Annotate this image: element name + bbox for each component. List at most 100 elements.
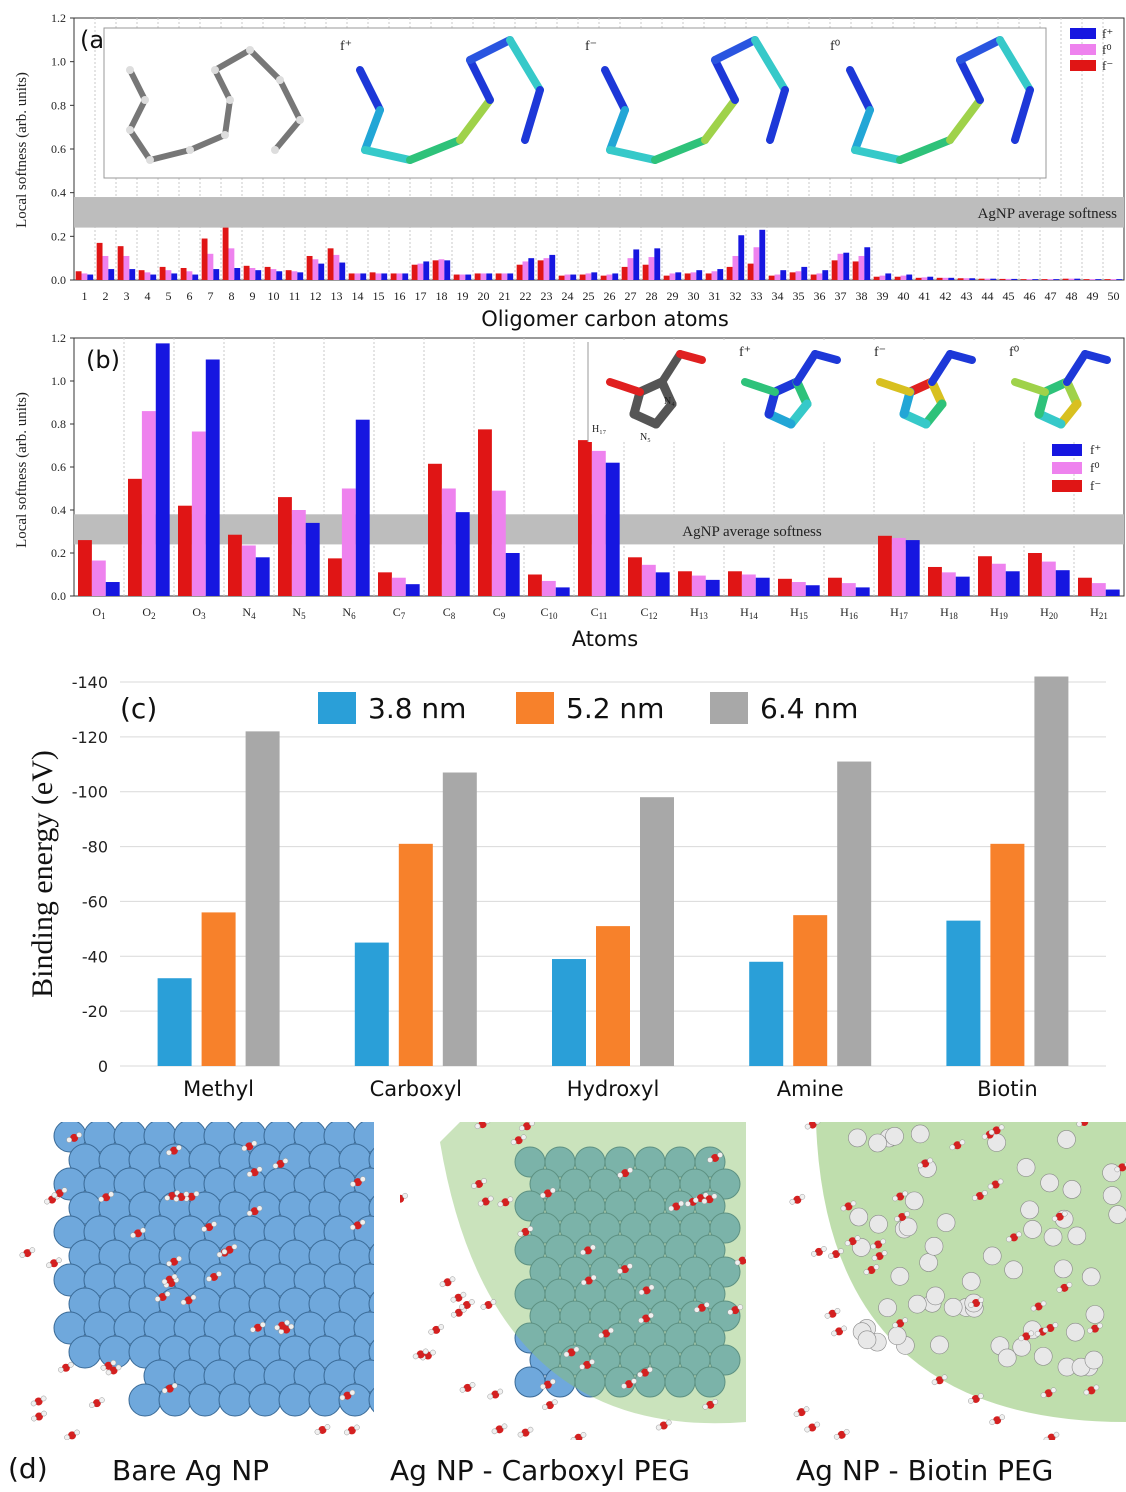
bar (201, 912, 236, 1066)
x-tick-label: H21 (1090, 605, 1108, 621)
bar (705, 273, 712, 280)
water-molecule (844, 1202, 853, 1211)
water-molecule (278, 1321, 287, 1330)
silver-atom (68, 1335, 102, 1369)
water-molecule (353, 1178, 362, 1187)
peg-atom (1062, 1180, 1082, 1199)
bar (696, 270, 703, 280)
x-tick-label: N5 (292, 605, 306, 621)
water-molecule (177, 1193, 186, 1202)
x-tick-label: C9 (493, 605, 506, 621)
bar (105, 582, 120, 596)
bar (955, 576, 970, 596)
peg-atom (848, 1128, 867, 1148)
bar (1105, 589, 1120, 596)
bar (191, 431, 206, 596)
bar (774, 274, 781, 280)
silver-atom (694, 1234, 726, 1266)
water-molecule (165, 1275, 174, 1284)
bar (969, 278, 976, 280)
bar (579, 274, 586, 280)
bar (711, 271, 718, 280)
water-molecule (848, 1237, 857, 1246)
inset-label: f⁻ (874, 345, 886, 360)
legend-swatch (1070, 28, 1096, 39)
inset-label: f⁺ (340, 39, 352, 54)
water-molecule (462, 1300, 471, 1309)
bar (507, 273, 514, 280)
bar (555, 587, 570, 596)
x-tick-label: 2 (103, 289, 109, 303)
silver-atom (694, 1366, 726, 1398)
peg-atom (943, 1298, 963, 1317)
x-tick-label: 15 (373, 289, 385, 303)
water-molecule (205, 1223, 214, 1232)
water-molecule (972, 1299, 981, 1308)
water-molecule (621, 1169, 630, 1178)
bar (465, 274, 472, 280)
y-axis-label: Local softness (arb. units) (14, 392, 30, 548)
bar (828, 577, 842, 596)
bar (378, 572, 392, 596)
bar (354, 273, 361, 280)
silver-atom (248, 1383, 282, 1417)
x-tick-label: 50 (1108, 289, 1120, 303)
inset-label: f⁰ (1009, 345, 1020, 360)
x-tick-label: 34 (772, 289, 784, 303)
legend-label: f⁻ (1090, 478, 1101, 493)
bar (159, 266, 166, 280)
bar (228, 248, 235, 280)
water-molecule (808, 1122, 817, 1129)
bar (789, 272, 796, 280)
x-tick-label: 24 (562, 289, 574, 303)
water-molecule (521, 1428, 530, 1437)
bar (543, 258, 550, 280)
water-molecule (793, 1195, 802, 1204)
silver-atom (368, 1243, 374, 1269)
bar (570, 274, 577, 280)
panel-label: (c) (120, 692, 157, 725)
water-molecule (545, 1401, 554, 1410)
bar (990, 278, 997, 280)
x-tick-label: 12 (310, 289, 322, 303)
legend-swatch (1052, 462, 1082, 474)
water-molecule (659, 1421, 668, 1430)
bar (255, 270, 262, 280)
water-molecule (543, 1189, 552, 1198)
bar (222, 227, 229, 280)
bar (528, 574, 542, 596)
y-tick-label: -120 (72, 728, 108, 747)
bar (858, 255, 865, 280)
peg-atom (982, 1246, 1002, 1266)
bar (927, 276, 934, 280)
bar (442, 772, 477, 1066)
bar (178, 505, 192, 596)
x-tick-label: O1 (92, 605, 105, 621)
bar (341, 488, 356, 596)
water-molecule (170, 1257, 179, 1266)
peg-atom (961, 1272, 981, 1291)
bar (728, 571, 742, 596)
bar (1055, 570, 1070, 596)
bar (749, 961, 784, 1066)
bar (1091, 583, 1106, 596)
water-molecule (481, 1197, 490, 1206)
y-tick-label: 1.0 (51, 55, 66, 69)
bar (516, 264, 523, 280)
water-molecule (169, 1146, 178, 1155)
x-tick-label: 45 (1003, 289, 1015, 303)
water-molecule (104, 1361, 113, 1370)
silver-atom (368, 1147, 374, 1173)
bar (1032, 279, 1039, 280)
x-tick-label: H13 (690, 605, 708, 621)
bar (117, 246, 124, 280)
bar (205, 359, 220, 596)
panel-c-chart: 0 -20 -40 -60 -80 -100 -120 -140 Methyl Carboxyl H… (26, 673, 1106, 1101)
x-tick-label: 39 (877, 289, 889, 303)
x-tick-label: 41 (919, 289, 931, 303)
water-molecule (602, 1329, 611, 1338)
bar (1011, 278, 1018, 280)
bar (873, 276, 880, 280)
peg-atom (1066, 1322, 1085, 1342)
peg-atom (910, 1124, 930, 1144)
